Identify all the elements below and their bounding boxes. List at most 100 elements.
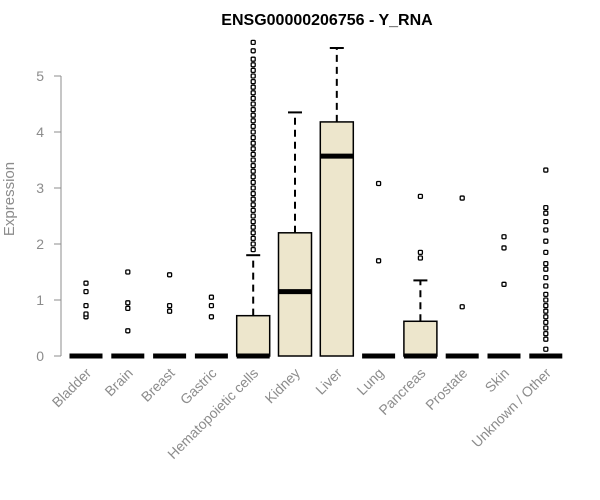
outlier-point [543,314,549,320]
outlier-point [543,297,549,303]
y-tick-label: 1 [36,292,44,308]
outlier-point [375,180,382,187]
outlier-point [543,336,549,342]
outlier-point [543,266,549,272]
box-gastric [194,294,228,359]
outlier-point [459,195,465,201]
outlier-point [543,167,549,173]
outlier-point [208,302,215,309]
x-category-label: Prostate [422,365,470,413]
outlier-point [543,291,549,298]
outlier-point [543,274,549,281]
y-axis: 0 1 2 3 4 5 [36,68,62,364]
outlier-point [543,260,549,267]
y-tick-label: 0 [36,348,44,364]
outlier-point [250,151,256,158]
outlier-point [543,302,549,309]
box-pancreas [403,193,438,359]
outlier-point [250,101,256,107]
outlier-point [250,213,256,219]
outlier-point [166,308,173,314]
box-lung [362,180,396,359]
outlier-point [250,190,256,197]
outlier-point [250,118,256,124]
y-tick-label: 4 [36,124,44,140]
outlier-point [83,302,89,309]
outlier-point [250,241,256,247]
x-category-label: Skin [482,365,513,396]
box-kidney [277,111,313,357]
box-skin [487,234,521,359]
outlier-point [125,305,131,312]
outlier-point [250,73,256,79]
outlier-point [543,346,549,352]
outlier-point [250,230,256,236]
box-brain [111,269,145,359]
outlier-point [208,294,215,300]
outlier-point [250,84,256,90]
outlier-point [543,249,549,256]
outlier-point [543,204,549,211]
outlier-point [250,112,256,118]
outlier-point [250,162,256,169]
outlier-point [125,269,131,275]
x-category-label: Kidney [262,365,304,407]
outlier-point [250,218,256,225]
outlier-point [83,311,89,317]
outlier-point [417,249,424,256]
outlier-point [166,302,173,309]
box-bladder [69,280,103,359]
outlier-point [543,308,549,314]
outlier-point [166,272,173,278]
x-category-label: Brain [101,365,135,399]
outlier-point [250,95,256,102]
outlier-point [83,288,89,295]
outlier-point [250,196,256,202]
outlier-point [501,281,507,287]
outlier-point [250,146,256,152]
outlier-point [250,48,256,54]
outlier-point [250,62,256,68]
outlier-point [543,283,549,289]
x-category-label: Liver [312,365,345,398]
outlier-point [250,168,256,174]
chart-title: ENSG00000206756 - Y_RNA [221,12,433,29]
outlier-point [250,129,256,135]
outlier-point [250,67,256,74]
box-body [277,232,313,357]
outlier-point [543,210,549,216]
x-category-label: Unknown / Other [468,365,554,451]
x-category-label: Bladder [49,365,95,411]
outlier-point [250,39,256,46]
outlier-point [250,246,256,253]
outlier-point [250,134,256,141]
plot-area [69,39,563,359]
outlier-point [250,174,256,180]
outlier-point [250,224,256,230]
outlier-point [543,238,549,244]
outlier-point [83,280,89,286]
outlier-point [250,56,256,62]
outlier-point [208,314,215,320]
outlier-point [459,304,465,310]
outlier-point [250,235,256,242]
outlier-point [250,140,256,146]
y-tick-label: 2 [36,236,44,252]
outlier-point [375,258,382,264]
y-tick-label: 3 [36,180,44,196]
outlier-point [250,157,256,163]
outlier-point [543,325,549,331]
y-axis-label: Expression [1,162,18,236]
outlier-point [417,255,424,261]
outlier-point [250,90,256,96]
box-prostate [445,195,479,359]
outlier-point [250,78,256,85]
outlier-point [250,202,256,208]
outlier-point [250,185,256,191]
outlier-point [501,234,507,240]
box-hematopoietic-cells [235,39,271,359]
outlier-point [417,193,424,200]
box-breast [153,272,187,359]
